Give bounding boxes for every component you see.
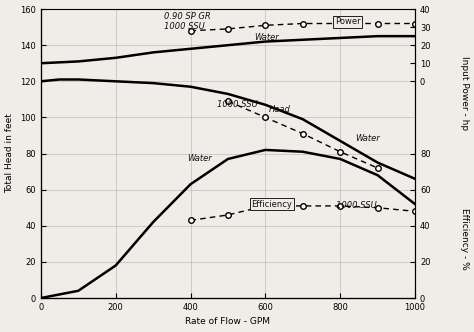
Text: 0.90 SP GR
1000 SSU: 0.90 SP GR 1000 SSU [164,12,211,31]
Text: Efficiency: Efficiency [251,200,292,208]
Text: 1000 SSU: 1000 SSU [337,201,377,210]
X-axis label: Rate of Flow - GPM: Rate of Flow - GPM [185,317,271,326]
Text: Water: Water [187,154,211,163]
Text: Power: Power [335,17,361,26]
Text: 1000 SSU: 1000 SSU [217,100,257,109]
Text: Water: Water [254,33,279,42]
Text: Head: Head [269,105,291,114]
Text: Input Power - hp: Input Power - hp [460,56,469,130]
Y-axis label: Total Head in feet: Total Head in feet [6,114,15,194]
Text: Water: Water [355,134,380,143]
Text: Efficiency - %: Efficiency - % [460,208,469,270]
